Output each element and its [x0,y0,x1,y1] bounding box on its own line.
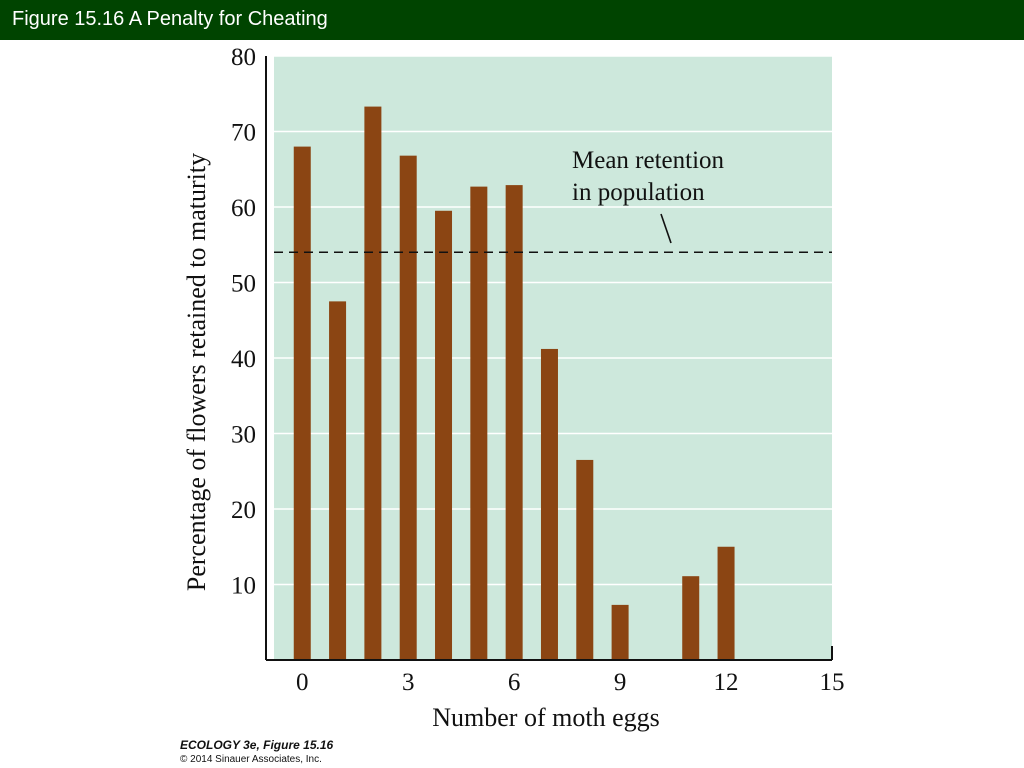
bar-3 [399,155,417,660]
bar-5 [470,186,488,661]
page-title: Figure 15.16 A Penalty for Cheating [12,8,328,30]
y-tick-label-70: 70 [231,120,256,147]
bar-9 [611,604,629,660]
bar-11 [682,576,700,660]
credit-copyright: © 2014 Sinauer Associates, Inc. [180,754,322,765]
bar-2 [364,106,382,660]
title-bar: Figure 15.16 A Penalty for Cheating [0,0,1024,40]
y-tick-label-50: 50 [231,271,256,298]
axes [265,56,833,661]
y-tick-label-20: 20 [231,497,256,524]
bar-12 [717,546,735,660]
figure-credit: ECOLOGY 3e, Figure 15.16 © 2014 Sinauer … [180,738,333,766]
bar-8 [576,459,594,660]
y-axis-label: Percentage of flowers retained to maturi… [182,153,211,591]
x-tick-labels: 0 3 6 9 12 15 [296,669,844,696]
bar-6 [505,185,523,661]
bars [293,106,735,661]
x-tick-label-0: 0 [296,669,309,696]
y-tick-labels: 10 20 30 40 50 60 70 80 [231,44,256,600]
x-tick-label-12: 12 [714,669,739,696]
mean-retention-label-line1: Mean retention [572,147,725,174]
y-tick-label-60: 60 [231,195,256,222]
y-tick-label-40: 40 [231,346,256,373]
y-tick-label-80: 80 [231,44,256,71]
credit-title: ECOLOGY 3e, Figure 15.16 [180,738,334,752]
x-tick-label-9: 9 [614,669,627,696]
bar-7 [540,348,558,660]
y-tick-label-10: 10 [231,573,256,600]
bar-4 [435,210,453,660]
y-tick-label-30: 30 [231,422,256,449]
x-tick-label-3: 3 [402,669,415,696]
x-tick-label-6: 6 [508,669,521,696]
mean-retention-label-line2: in population [572,179,705,206]
mean-retention-pointer [660,213,672,244]
x-axis-label: Number of moth eggs [432,703,659,732]
bar-0 [293,146,311,661]
bar-1 [329,301,347,660]
x-tick-label-15: 15 [820,669,845,696]
